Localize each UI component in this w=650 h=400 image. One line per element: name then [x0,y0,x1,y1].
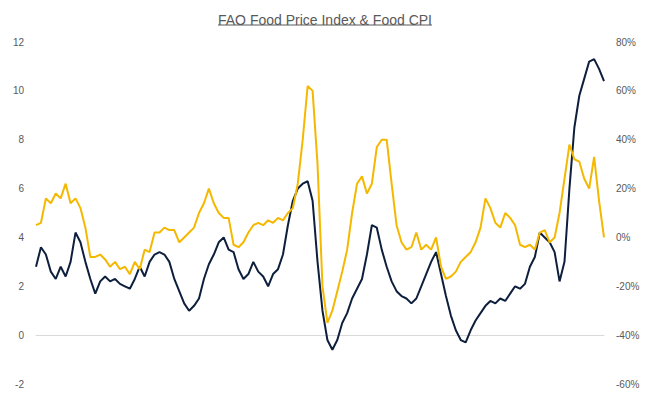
svg-text:12: 12 [13,37,25,48]
svg-text:FAO Food Price Index & Food CP: FAO Food Price Index & Food CPI [218,12,432,28]
svg-text:-2: -2 [15,379,24,390]
svg-text:20%: 20% [616,183,636,194]
svg-text:-20%: -20% [616,281,639,292]
svg-text:80%: 80% [616,37,636,48]
svg-text:-40%: -40% [616,330,639,341]
svg-text:4: 4 [18,232,24,243]
svg-text:40%: 40% [616,134,636,145]
svg-text:6: 6 [18,183,24,194]
svg-text:10: 10 [13,85,25,96]
svg-text:-60%: -60% [616,379,639,390]
svg-text:0: 0 [18,330,24,341]
svg-text:0%: 0% [616,232,631,243]
svg-text:2: 2 [18,281,24,292]
svg-text:60%: 60% [616,85,636,96]
svg-text:8: 8 [18,134,24,145]
